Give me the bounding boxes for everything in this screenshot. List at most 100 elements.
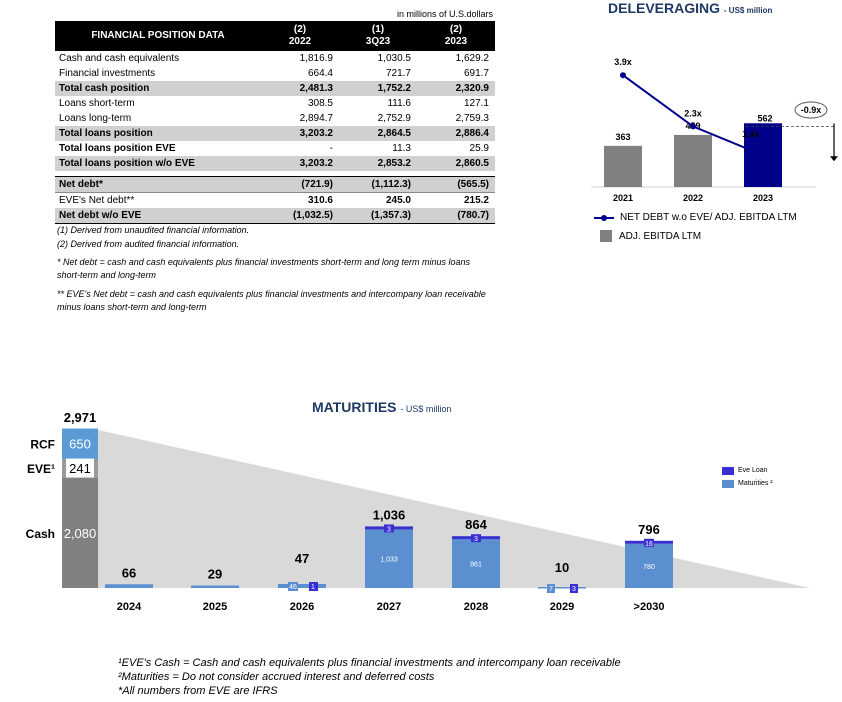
maturities-legend: Eve Loan Maturities ²	[722, 464, 773, 490]
ebitda-data-label: 562	[757, 113, 772, 123]
change-badge	[794, 101, 828, 119]
cash-segment	[62, 477, 98, 588]
column-header-3q23: (1) 3Q23	[339, 21, 417, 51]
x-tick-label: 2026	[290, 601, 314, 613]
total-data-label: 796	[638, 522, 660, 537]
maturity-label-box	[547, 584, 555, 593]
eve-loan-swatch-icon	[722, 466, 734, 475]
maturities-unit: - US$ million	[400, 404, 452, 414]
total-data-label: 47	[295, 551, 309, 566]
ratio-point	[760, 152, 766, 159]
maturity-bar	[625, 543, 673, 588]
ratio-point	[620, 72, 626, 79]
eve-loan-label-box	[471, 534, 481, 543]
table-header-label: FINANCIAL POSITION DATA	[55, 21, 261, 51]
x-tick-label: 2029	[550, 601, 574, 613]
x-tick-label: 2022	[683, 193, 703, 203]
footnote-eve-cash: ¹EVE's Cash = Cash and cash equivalents …	[118, 657, 621, 669]
line-marker-icon	[594, 214, 614, 221]
footnote: (1) Derived from unaudited financial inf…	[57, 225, 250, 235]
eve-loan-value-label: 1	[311, 584, 315, 591]
ebitda-data-label: 363	[615, 132, 630, 142]
maturity-value-label: 7	[549, 586, 553, 593]
financial-position-table: FINANCIAL POSITION DATA (2) 2022 (1) 3Q23 …	[55, 21, 495, 224]
legend-line-item: NET DEBT w.o EVE/ ADJ. EBITDA LTM	[594, 212, 797, 223]
column-header-2023: (2) 2023	[417, 21, 495, 51]
total-data-label: 1,036	[373, 507, 406, 522]
ebitda-bar	[674, 134, 712, 187]
maturity-bar	[452, 539, 500, 588]
maturities-swatch-icon	[722, 479, 734, 488]
table-row: Loans short-term 308.5 111.6 127.1	[59, 98, 489, 109]
total-data-label: 10	[555, 560, 569, 575]
maturity-bar	[365, 529, 413, 588]
cash-segment-label: RCF	[30, 438, 55, 452]
x-tick-label: 2021	[613, 193, 633, 203]
table-row-total: Total cash position 2,481.3 1,752.2 2,320.9	[55, 81, 495, 96]
eve-loan-label-box	[309, 582, 318, 591]
footnote-ifrs: *All numbers from EVE are IFRS	[118, 685, 278, 697]
table-unit-note: in millions of U.S.dollars	[396, 9, 493, 19]
cash-segment-value: 650	[69, 437, 91, 452]
eve-loan-label-box	[644, 538, 654, 547]
cash-segment-value: 241	[69, 461, 91, 476]
table-row: Loans long-term 2,894.7 2,752.9 2,759.3	[59, 113, 489, 124]
legend-item-eve-loan: Eve Loan	[722, 464, 773, 477]
cash-segment-label: Cash	[26, 527, 55, 541]
eve-loan-value-label: 16	[645, 541, 653, 548]
table-row-total: Net debt* (721.9) (1,112.3) (565.5)	[55, 176, 495, 193]
bar-swatch-icon	[600, 230, 612, 242]
total-data-label: 29	[208, 567, 222, 582]
ratio-data-label: 3.9x	[614, 57, 632, 67]
total-data-label: 864	[465, 517, 487, 532]
total-data-label: 66	[122, 565, 136, 580]
x-tick-label: 2023	[753, 193, 773, 203]
table-row-total: Total loans position 3,203.2 2,864.5 2,886.…	[55, 126, 495, 141]
legend-item-maturities: Maturities ²	[722, 477, 773, 490]
maturity-value-label: 46	[289, 584, 297, 591]
ratio-data-label: 1.4x	[742, 129, 760, 139]
table-row-total: Total loans position w/o EVE 3,203.2 2,853…	[55, 156, 495, 171]
legend-bar-item: ADJ. EBITDA LTM	[600, 230, 701, 242]
table-row: Cash and cash equivalents 1,816.9 1,030.5 1…	[59, 53, 489, 64]
maturity-label-box	[288, 582, 298, 591]
maturity-value-label: 1,033	[380, 557, 398, 564]
deleveraging-unit: - US$ million	[723, 6, 773, 15]
maturities-title: MATURITIES - US$ million	[312, 399, 452, 415]
cash-segment-label: EVE¹	[27, 462, 55, 476]
maturities-chart: 2,080 Cash 241 EVE¹ 650 RCF 2,971 66 2024 29 2025 4…	[26, 410, 810, 613]
eve-loan-value-label: 3	[387, 526, 391, 533]
eve-loan-label-box	[570, 584, 578, 593]
rcf-segment	[62, 428, 98, 459]
hatch-edge	[94, 458, 98, 478]
maturity-value-label: 780	[643, 564, 655, 571]
deleveraging-chart: 3632021459202256220233.9x2.3x1.4x-0.9x	[591, 57, 838, 203]
eve-loan-value-label: 3	[572, 586, 576, 593]
x-tick-label: 2027	[377, 601, 401, 613]
arrow-head-icon	[830, 156, 838, 162]
footnote-maturities: ²Maturities = Do not consider accrued in…	[118, 671, 435, 683]
table-row: Financial investments 664.4 721.7 691.7	[59, 68, 489, 79]
ratio-point	[690, 123, 696, 130]
column-header-2022: (2) 2022	[261, 21, 339, 51]
x-tick-label: 2025	[203, 601, 227, 613]
deleveraging-title: DELEVERAGING - US$ million	[608, 0, 773, 16]
maturity-value-label: 861	[470, 562, 482, 569]
footnote: * Net debt = cash and cash equivalents p…	[57, 257, 470, 280]
table-row: EVE's Net debt** 310.6 245.0 215.2	[55, 192, 495, 208]
ebitda-bar	[604, 145, 642, 187]
x-tick-label: 2024	[117, 601, 142, 613]
maturity-bar	[191, 585, 239, 588]
eve-cash-segment	[62, 458, 98, 478]
hatch-edge	[62, 458, 66, 478]
maturity-bar	[538, 587, 586, 589]
change-badge-label: -0.9x	[801, 105, 822, 115]
ratio-data-label: 2.3x	[684, 108, 702, 118]
eve-loan-label-box	[384, 524, 394, 533]
table-row-total: Net debt w/o EVE (1,032.5) (1,357.3) (780.7…	[55, 208, 495, 224]
cash-segment-value: 2,080	[64, 526, 97, 541]
eve-loan-value-label: 3	[474, 536, 478, 543]
table-row: Total loans position EVE -11.3 25.9	[59, 143, 489, 154]
footnote: (2) Derived from audited financial infor…	[57, 239, 240, 249]
footnote: ** EVE's Net debt = cash and cash equiva…	[57, 289, 486, 312]
